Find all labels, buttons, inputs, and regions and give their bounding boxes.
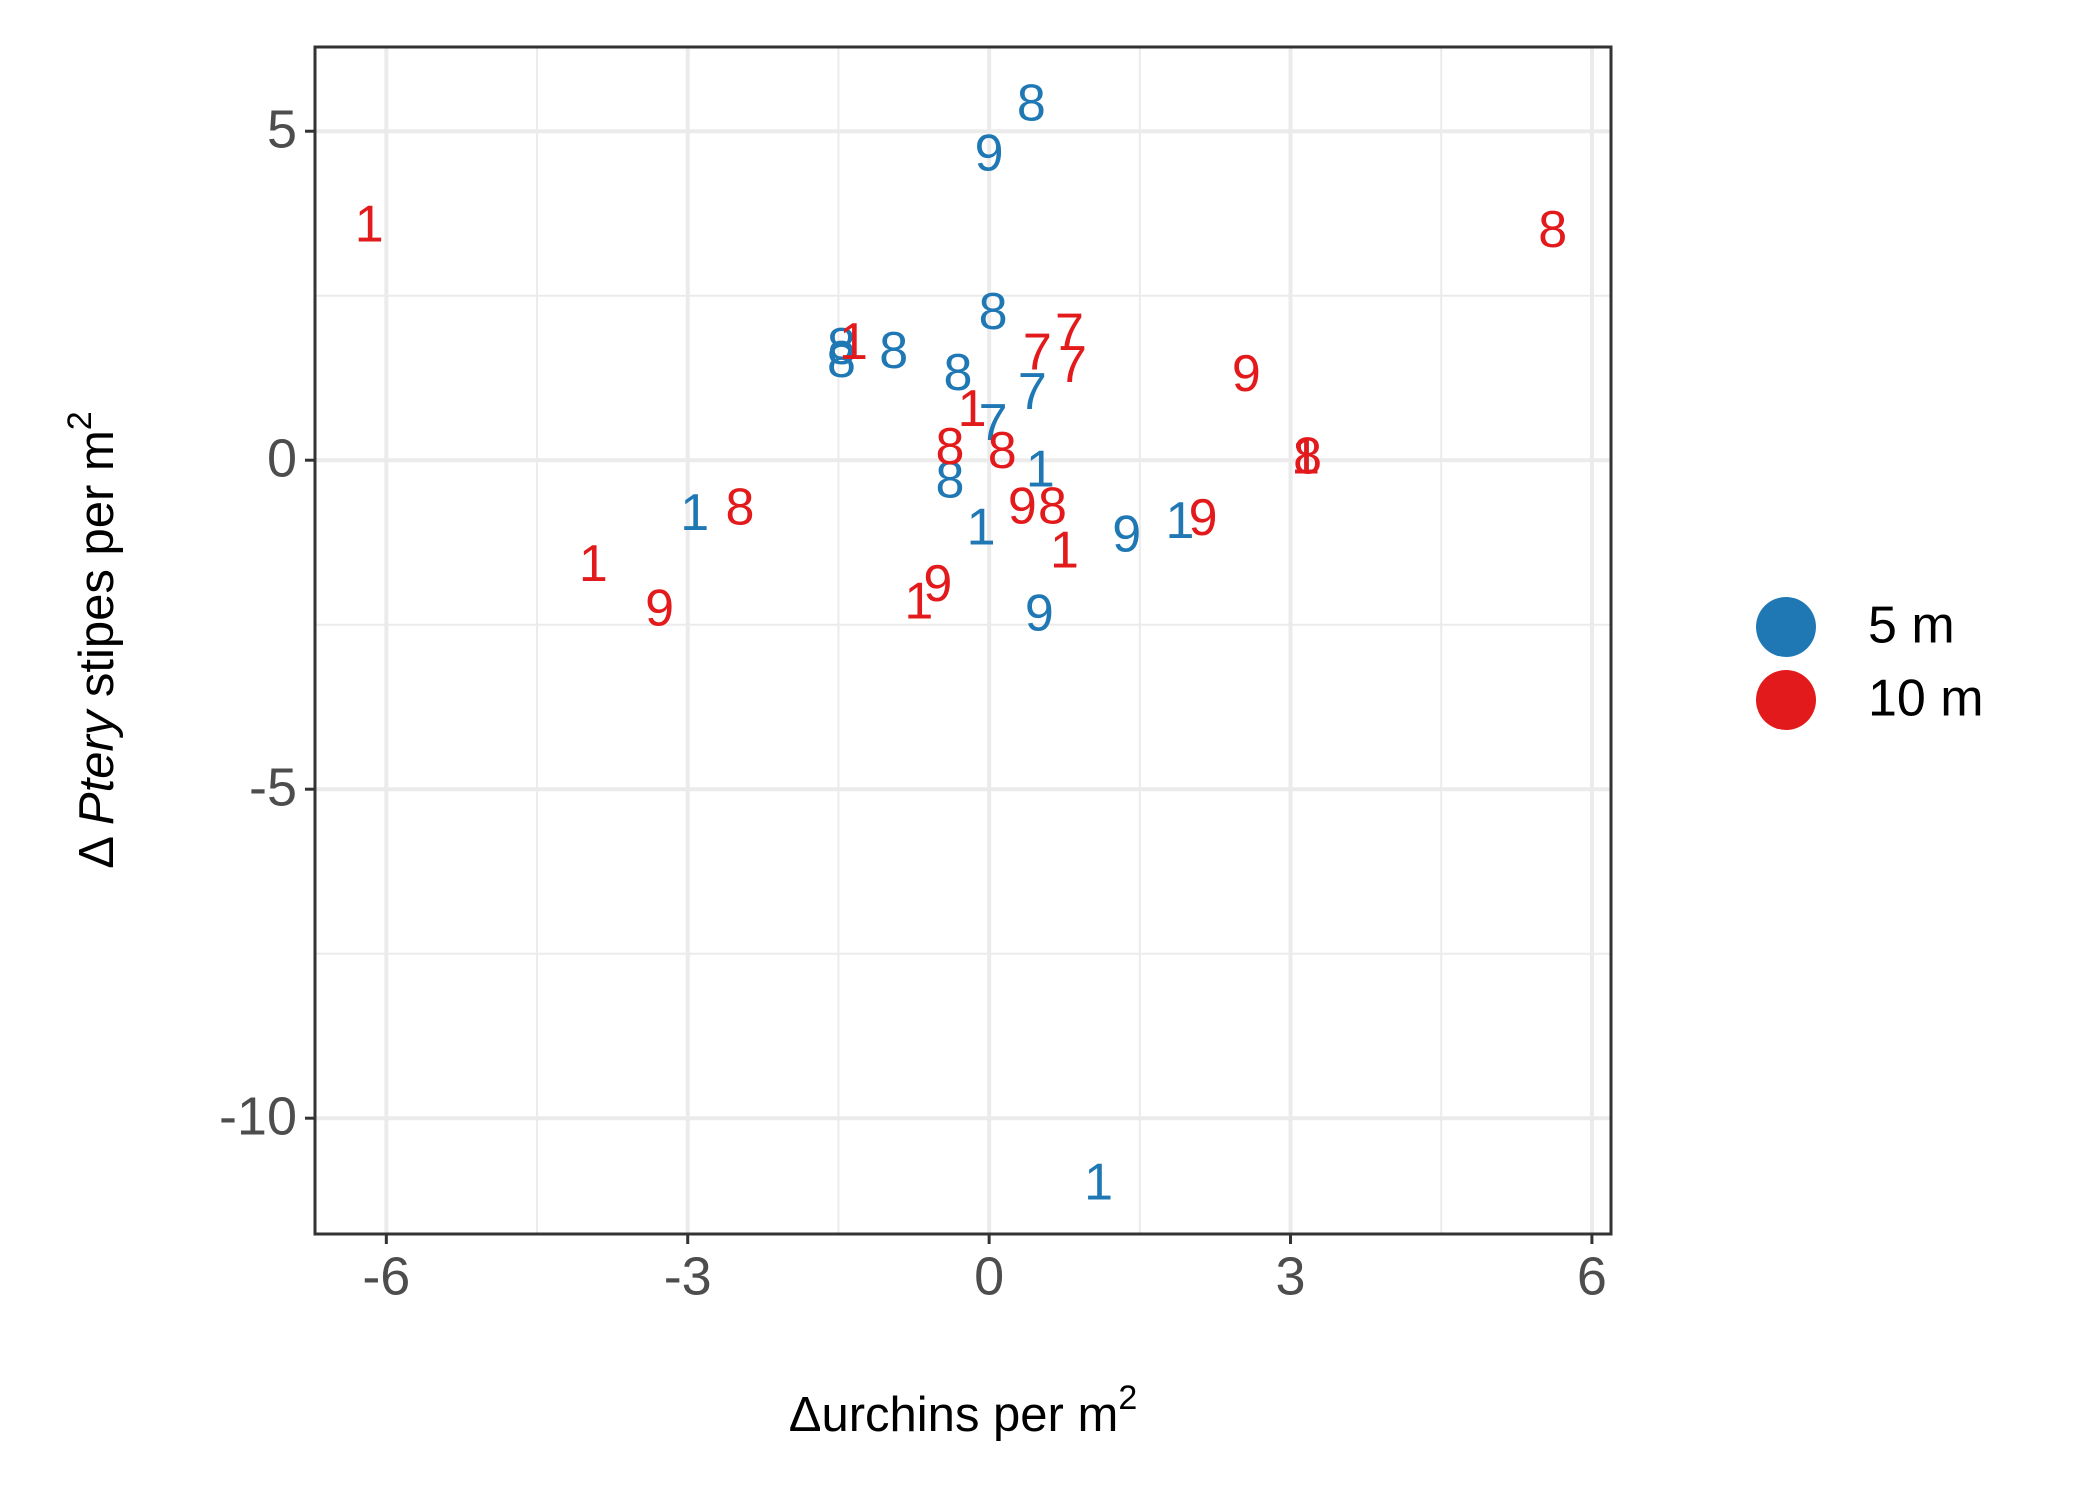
point-label: 9 bbox=[1232, 345, 1261, 403]
x-tick-label: 6 bbox=[1577, 1246, 1607, 1306]
y-axis-title-suffix: stipes per m bbox=[70, 430, 124, 710]
point-label: 8 bbox=[726, 479, 755, 537]
point-label: 1 bbox=[839, 313, 868, 371]
point-label: 8 bbox=[1017, 75, 1046, 133]
point-label: 8 bbox=[1038, 477, 1067, 535]
point-label: 1 bbox=[904, 573, 933, 631]
point-label: 8 bbox=[944, 344, 973, 402]
point-label: 7 bbox=[979, 394, 1008, 452]
x-axis-title-text: Δurchins per m bbox=[789, 1388, 1119, 1442]
legend-marker bbox=[1756, 670, 1816, 730]
point-label: 9 bbox=[1025, 585, 1054, 643]
y-tick-label: 5 bbox=[267, 99, 297, 159]
point-label: 8 bbox=[879, 322, 908, 380]
point-label: 9 bbox=[1189, 489, 1218, 547]
point-label: 7 bbox=[1018, 363, 1047, 421]
y-axis-title-prefix: Δ bbox=[70, 825, 124, 869]
x-axis-title: Δurchins per m2 bbox=[789, 1379, 1137, 1442]
point-label: 1 bbox=[1291, 427, 1320, 485]
panel-background bbox=[315, 47, 1611, 1234]
point-label: 1 bbox=[1166, 492, 1195, 550]
point-label: 8 bbox=[1538, 201, 1567, 259]
legend: 5 m 10 m bbox=[1756, 597, 1984, 730]
point-label: 8 bbox=[988, 422, 1017, 480]
legend-label: 10 m bbox=[1868, 670, 1984, 728]
point-label: 7 bbox=[1058, 336, 1087, 394]
point-label: 1 bbox=[967, 498, 996, 556]
point-label: 1 bbox=[355, 196, 384, 254]
point-label: 8 bbox=[979, 283, 1008, 341]
y-tick-label: 0 bbox=[267, 428, 297, 488]
y-axis-title: Δ Ptery stipes per m2 bbox=[61, 411, 124, 868]
legend-marker bbox=[1756, 597, 1816, 657]
point-label: 9 bbox=[645, 579, 674, 637]
point-label: 1 bbox=[680, 484, 709, 542]
y-tick-label: -5 bbox=[249, 757, 297, 817]
x-tick-label: -6 bbox=[362, 1246, 410, 1306]
point-label: 9 bbox=[1008, 477, 1037, 535]
x-tick-label: 3 bbox=[1275, 1246, 1305, 1306]
y-axis-title-sup: 2 bbox=[61, 411, 99, 430]
point-label: 8 bbox=[827, 331, 856, 389]
x-axis-title-sup: 2 bbox=[1118, 1379, 1137, 1417]
point-label: 9 bbox=[1112, 506, 1141, 564]
point-label: 9 bbox=[923, 555, 952, 613]
point-label: 7 bbox=[1055, 304, 1084, 362]
point-label: 8 bbox=[827, 318, 856, 376]
x-tick-label: -3 bbox=[664, 1246, 712, 1306]
legend-label: 5 m bbox=[1868, 597, 1955, 655]
point-label: 1 bbox=[1084, 1154, 1113, 1212]
x-tick-label: 0 bbox=[974, 1246, 1004, 1306]
point-label: 9 bbox=[975, 125, 1004, 183]
point-label: 7 bbox=[1023, 323, 1052, 381]
point-label: 8 bbox=[935, 418, 964, 476]
panel-border bbox=[313, 45, 1613, 1236]
point-label: 1 bbox=[579, 535, 608, 593]
grid bbox=[315, 47, 1611, 1234]
point-label: 1 bbox=[1026, 440, 1055, 498]
y-tick-label: -10 bbox=[219, 1086, 297, 1146]
point-label: 8 bbox=[935, 452, 964, 510]
point-label: 1 bbox=[1050, 521, 1079, 579]
point-label: 1 bbox=[1291, 427, 1320, 485]
y-axis-title-italic: Ptery bbox=[70, 708, 124, 825]
point-label: 1 bbox=[958, 380, 987, 438]
point-label: 8 bbox=[1293, 427, 1322, 485]
axes: -6 -3 0 3 6 -10 -5 0 5 bbox=[219, 99, 1607, 1306]
